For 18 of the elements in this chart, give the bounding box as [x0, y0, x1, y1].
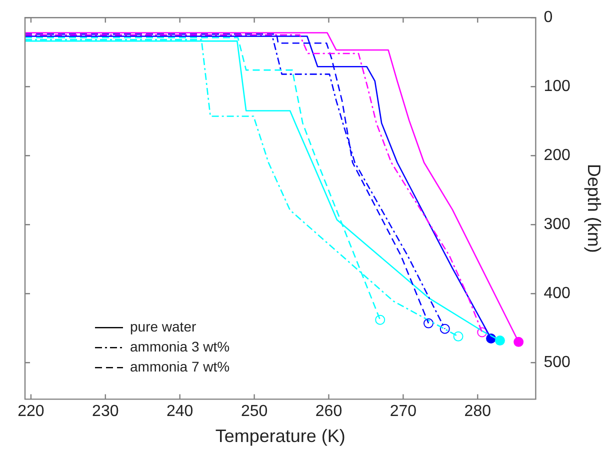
y-tick-label: 0: [544, 9, 553, 26]
legend-label: pure water: [130, 318, 196, 334]
y-tick-label: 500: [544, 354, 570, 372]
x-tick-label: 270: [390, 403, 417, 420]
x-axis-title: Temperature (K): [215, 426, 346, 446]
x-tick-label: 240: [166, 403, 194, 420]
y-axis-title: Depth (km): [584, 164, 604, 253]
x-tick-label: 280: [464, 403, 492, 420]
y-tick-label: 400: [544, 285, 570, 302]
y-tick-label: 300: [544, 216, 570, 234]
y-tick-label: 100: [544, 78, 570, 96]
y-tick-label: 200: [544, 147, 570, 164]
x-tick-label: 260: [315, 403, 342, 420]
x-tick-label: 230: [92, 403, 119, 420]
legend-label: ammonia 7 wt%: [130, 358, 230, 374]
x-tick-label: 220: [18, 403, 44, 420]
legend-label: ammonia 3 wt%: [130, 338, 230, 354]
x-tick-label: 250: [240, 403, 268, 420]
